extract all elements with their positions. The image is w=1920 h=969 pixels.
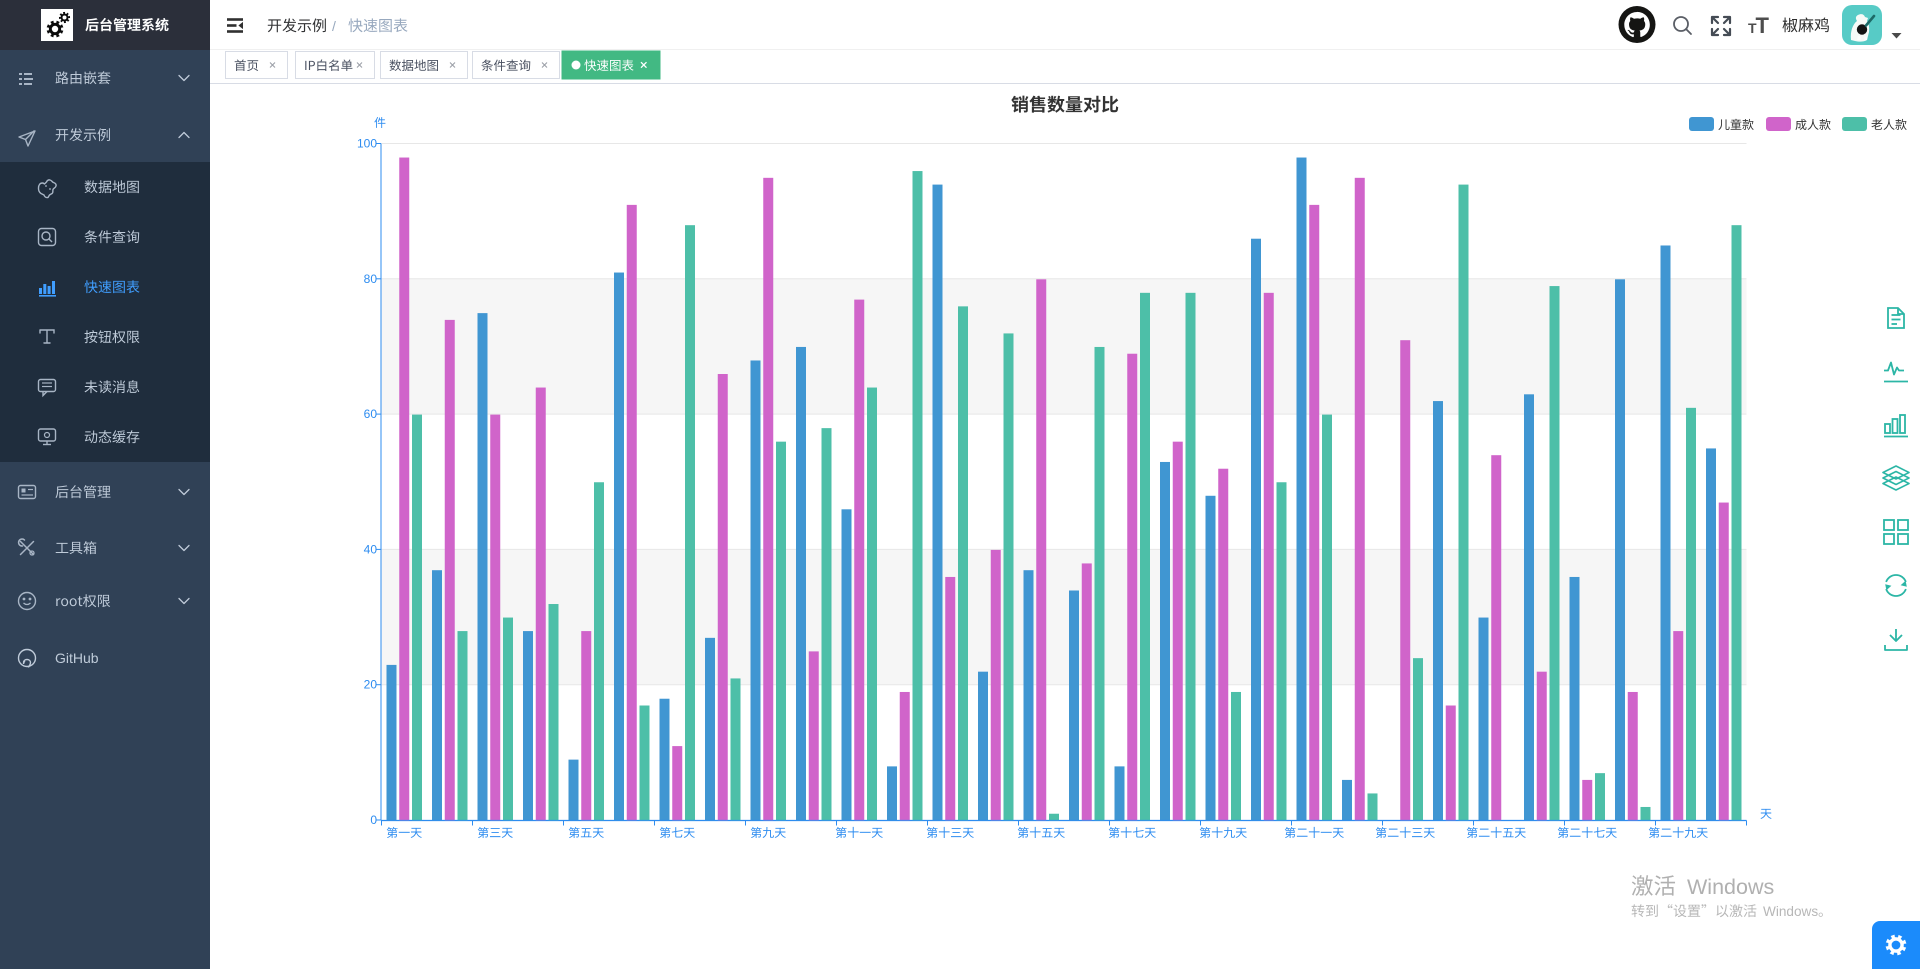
- svg-text:T: T: [1756, 13, 1770, 38]
- svg-text:T: T: [1748, 20, 1757, 36]
- svg-text:40: 40: [364, 542, 378, 556]
- svg-text:100: 100: [357, 137, 377, 151]
- svg-text:Windows: Windows: [1763, 904, 1818, 919]
- svg-text:60: 60: [364, 407, 378, 421]
- svg-text:0: 0: [370, 813, 377, 827]
- svg-text:20: 20: [364, 678, 378, 692]
- svg-text:GitHub: GitHub: [55, 650, 99, 666]
- svg-text:Windows: Windows: [1687, 875, 1774, 899]
- svg-text:80: 80: [364, 272, 378, 286]
- svg-text:/: /: [332, 18, 336, 34]
